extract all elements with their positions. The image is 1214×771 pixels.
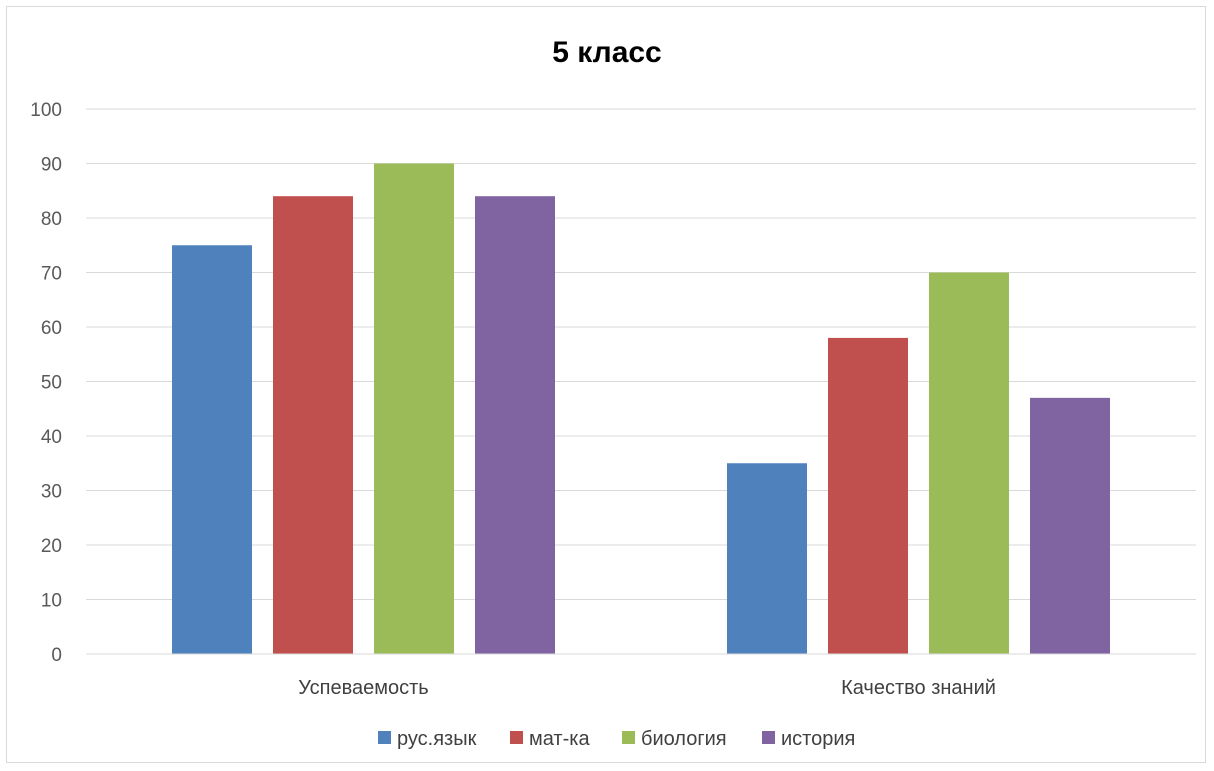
bar bbox=[475, 196, 555, 654]
legend-swatch bbox=[378, 731, 391, 744]
y-tick-label: 40 bbox=[41, 427, 62, 448]
y-tick-label: 10 bbox=[41, 591, 62, 612]
x-category-label: Успеваемость bbox=[298, 677, 428, 699]
x-category-label: Качество знаний bbox=[841, 677, 996, 699]
bar bbox=[1030, 397, 1110, 654]
legend-label: мат-ка bbox=[529, 728, 590, 750]
y-tick-label: 60 bbox=[41, 318, 62, 339]
bar bbox=[172, 245, 252, 654]
bar bbox=[374, 163, 454, 654]
legend-swatch bbox=[762, 731, 775, 744]
y-tick-label: 90 bbox=[41, 155, 62, 176]
y-tick-label: 30 bbox=[41, 482, 62, 503]
legend-swatch bbox=[510, 731, 523, 744]
y-tick-label: 80 bbox=[41, 209, 62, 230]
legend-swatch bbox=[622, 731, 635, 744]
bar bbox=[727, 463, 807, 654]
y-tick-label: 20 bbox=[41, 536, 62, 557]
bar bbox=[929, 272, 1009, 654]
y-tick-label: 70 bbox=[41, 264, 62, 285]
bar bbox=[828, 337, 908, 654]
y-tick-label: 100 bbox=[30, 100, 62, 121]
legend-label: история bbox=[781, 728, 855, 750]
y-tick-label: 0 bbox=[51, 645, 62, 666]
legend-label: рус.язык bbox=[397, 728, 477, 750]
y-tick-label: 50 bbox=[41, 373, 62, 394]
bar bbox=[273, 196, 353, 654]
chart-title: 5 класс bbox=[552, 36, 662, 69]
legend-label: биология bbox=[641, 728, 727, 750]
